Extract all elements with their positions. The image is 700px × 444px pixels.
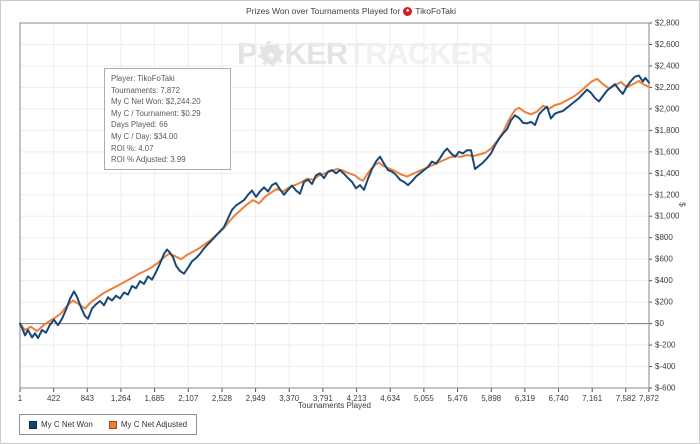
- x-tick-label: 3,791: [313, 394, 334, 403]
- y-tick-label: $2,200: [655, 83, 680, 92]
- y-tick-label: $400: [655, 276, 673, 285]
- legend-label-net-won: My C Net Won: [41, 420, 93, 429]
- y-tick-label: $1,800: [655, 126, 680, 135]
- x-tick-label: 5,898: [481, 394, 502, 403]
- x-tick-label: 5,476: [448, 394, 469, 403]
- x-axis-title: Tournaments Played: [298, 401, 371, 410]
- legend-label-net-adjusted: My C Net Adjusted: [120, 420, 188, 429]
- y-tick-label: $-600: [655, 384, 676, 393]
- x-tick-label: 2,107: [178, 394, 199, 403]
- y-tick-label: $2,000: [655, 104, 680, 113]
- x-tick-label: 7,872: [639, 394, 660, 403]
- y-axis-title: $: [677, 202, 687, 207]
- y-tick-label: $1,200: [655, 190, 680, 199]
- x-tick-label: 4,634: [380, 394, 401, 403]
- y-tick-label: $-400: [655, 362, 676, 371]
- x-tick-label: 2,949: [246, 394, 267, 403]
- x-tick-label: 1: [18, 394, 23, 403]
- info-line-player: Player: TikoFoTaki: [111, 74, 175, 83]
- y-tick-label: $1,000: [655, 212, 680, 221]
- y-tick-label: $2,600: [655, 40, 680, 49]
- x-tick-label: 422: [47, 394, 61, 403]
- x-tick-label: 3,370: [279, 394, 300, 403]
- chart-title-text: Prizes Won over Tournaments Played for: [246, 6, 401, 16]
- y-tick-label: $1,400: [655, 169, 680, 178]
- chart-title-player: TikoFoTaki: [415, 6, 456, 16]
- chart-title: Prizes Won over Tournaments Played for ♠…: [1, 6, 699, 16]
- x-tick-label: 1,685: [145, 394, 166, 403]
- x-tick-label: 4,213: [347, 394, 368, 403]
- x-tick-label: 7,161: [582, 394, 603, 403]
- y-tick-label: $1,600: [655, 147, 680, 156]
- info-line-per-day: My C / Day: $34.00: [111, 131, 178, 141]
- x-tick-label: 1,264: [111, 394, 132, 403]
- info-line-days-played: Days Played: 66: [111, 120, 168, 130]
- info-line-roi: ROI %: 4.07: [111, 143, 154, 153]
- watermark-text-ker: KER: [284, 36, 348, 71]
- net-won-swatch-icon: [29, 420, 37, 429]
- y-tick-label: $-200: [655, 341, 676, 350]
- info-line-per-tournament: My C / Tournament: $0.29: [111, 108, 201, 118]
- x-tick-label: 5,055: [414, 394, 435, 403]
- info-line-net-won: My C Net Won: $2,244.20: [111, 97, 201, 107]
- y-tick-label: $2,400: [655, 61, 680, 70]
- y-tick-label: $0: [655, 319, 664, 328]
- series-line-my-c-net-won: [19, 74, 650, 340]
- x-tick-label: 6,319: [515, 394, 536, 403]
- legend-item-net-won[interactable]: My C Net Won: [29, 420, 93, 429]
- x-tick-label: 2,528: [212, 394, 233, 403]
- y-tick-label: $600: [655, 255, 673, 264]
- x-tick-label: 6,740: [549, 394, 570, 403]
- stats-info-box: Player: TikoFoTaki Tournaments: 7,872 My…: [104, 68, 231, 170]
- info-line-tournaments: Tournaments: 7,872: [111, 85, 180, 95]
- plot-border: [19, 22, 650, 389]
- net-adjusted-swatch-icon: [108, 420, 117, 429]
- info-line-roi-adjusted: ROI % Adjusted: 3.99: [111, 155, 186, 165]
- x-tick-label: 7,582: [616, 394, 637, 403]
- x-tick-label: 843: [81, 394, 95, 403]
- series-line-my-c-net-adjusted: [19, 77, 650, 333]
- y-tick-label: $800: [655, 233, 673, 242]
- y-tick-label: $200: [655, 298, 673, 307]
- watermark-text-tracker: TRACKER: [347, 36, 493, 71]
- y-tick-label: $2,800: [655, 19, 680, 28]
- legend-item-net-adjusted[interactable]: My C Net Adjusted: [108, 420, 188, 429]
- legend: My C Net Won My C Net Adjusted: [19, 414, 198, 435]
- pokertracker-logo-icon: ♠: [403, 6, 413, 16]
- spade-icon: ♠: [267, 46, 275, 62]
- spade-icon: ♠: [406, 7, 410, 14]
